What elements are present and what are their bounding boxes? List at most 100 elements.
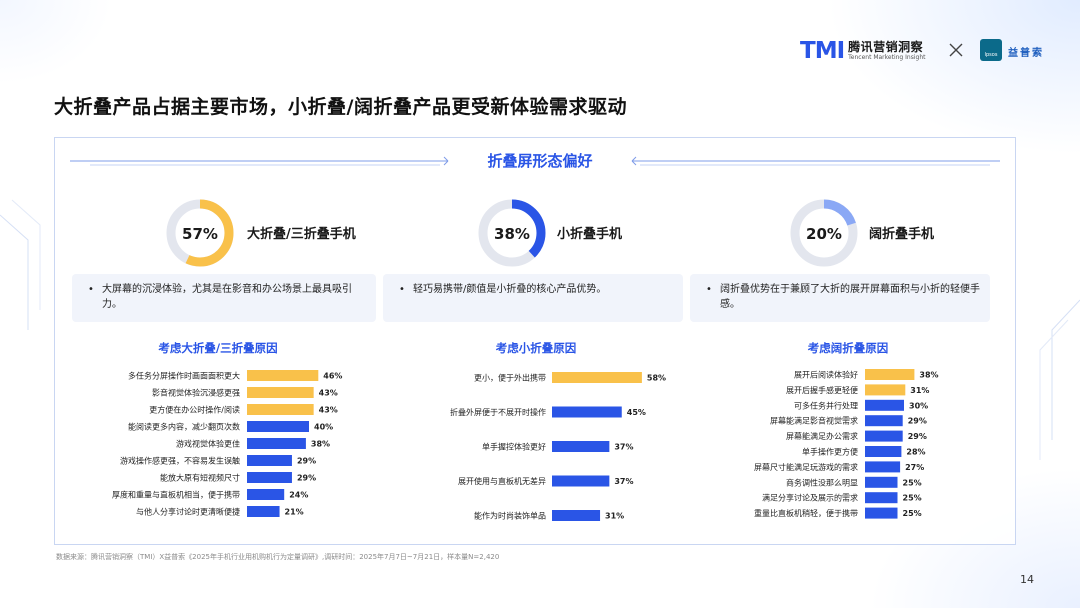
bar-category-label: 单手握控体验更好 xyxy=(482,442,546,452)
bar-category-label: 折叠外屏便于不展开时操作 xyxy=(450,407,546,417)
bar-value-label: 25% xyxy=(903,494,922,503)
source-note: 数据来源：腾讯营销洞察（TMI）X益普索《2025年手机行业用机购机行为定量调研… xyxy=(56,553,500,561)
bar xyxy=(247,506,280,517)
bar-value-label: 43% xyxy=(319,389,338,398)
bar-value-label: 28% xyxy=(906,448,925,457)
donut-large-fold xyxy=(166,199,234,267)
donut-large-fold-pct: 57% xyxy=(182,225,218,243)
bar xyxy=(865,399,904,411)
bar-category-label: 展开使用与直板机无差异 xyxy=(458,476,546,486)
ipsos-logo-text: Ipsos xyxy=(984,52,998,58)
reason-title-large-fold: 考虑大折叠/三折叠原因 xyxy=(158,341,278,355)
desc-small-fold-text: 轻巧易携带/颜值是小折叠的核心产品优势。 xyxy=(413,284,607,295)
donut-small-fold-pct: 38% xyxy=(494,225,530,243)
bar xyxy=(247,421,309,432)
bar xyxy=(865,446,902,457)
desc-small-fold: • 轻巧易携带/颜值是小折叠的核心产品优势。 xyxy=(383,274,683,322)
chart-large-fold-reasons: 多任务分屏操作时画面面积更大 46% 影音视觉体验沉浸感更强 43% 更方便在办公时操作… xyxy=(112,370,342,517)
reason-title-wide-fold: 考虑阔折叠原因 xyxy=(807,341,889,355)
bullet-icon: • xyxy=(706,284,712,295)
bar-value-label: 21% xyxy=(285,508,304,517)
bar-category-label: 影音视觉体验沉浸感更强 xyxy=(152,388,240,398)
bar-value-label: 46% xyxy=(323,372,342,381)
bar-value-label: 40% xyxy=(314,423,333,432)
bar-category-label: 屏幕能满足影音视觉需求 xyxy=(770,416,858,426)
desc-wide-fold: • 阔折叠优势在于兼顾了大折的展开屏幕面积与小折的轻便手感。 xyxy=(690,274,990,322)
tmi-logo-cn: 腾讯营销洞察 xyxy=(848,40,924,54)
donut-wide-fold-pct: 20% xyxy=(806,225,842,243)
bar-value-label: 30% xyxy=(909,401,928,410)
bullet-icon: • xyxy=(88,284,94,295)
chart-small-fold-reasons: 更小，便于外出携带 58% 折叠外屏便于不展开时操作 45% 单手握控体验更好 37% 展开… xyxy=(450,372,666,521)
bar-category-label: 重量比直板机稍轻，便于携带 xyxy=(754,508,858,518)
bar xyxy=(247,404,314,415)
bar-category-label: 单手操作更方便 xyxy=(802,447,858,457)
bar-category-label: 满足分享讨论及展示的需求 xyxy=(762,493,858,503)
bar xyxy=(865,507,898,519)
bar-category-label: 厚度和重量与直板机相当，便于携带 xyxy=(112,490,240,500)
bar-value-label: 25% xyxy=(903,509,922,518)
bar-value-label: 29% xyxy=(908,432,927,441)
desc-large-fold-text: 大屏幕的沉浸体验，尤其是在影音和办公场景上最具吸引力。 xyxy=(102,284,352,310)
bar-value-label: 24% xyxy=(289,491,308,500)
bar-category-label: 屏幕能满足办公需求 xyxy=(786,431,858,441)
bar-value-label: 37% xyxy=(614,477,633,486)
bar-value-label: 29% xyxy=(297,474,316,483)
bar xyxy=(552,510,601,521)
type-name-wide-fold: 阔折叠手机 xyxy=(869,227,935,242)
bar-value-label: 29% xyxy=(297,457,316,466)
bar-category-label: 能放大原有短视频尺寸 xyxy=(160,473,240,483)
chart-wide-fold-reasons: 展开后阅读体验好 38% 展开后握手感更轻便 31% 可多任务并行处理 30% 屏幕能满足影… xyxy=(754,369,939,519)
tmi-logo-en: Tencent Marketing Insight xyxy=(848,54,926,61)
partner-name: 益普索 xyxy=(1008,48,1044,59)
bar xyxy=(865,369,915,380)
tmi-logo: TMI 腾讯营销洞察 Tencent Marketing Insight xyxy=(800,38,925,64)
bar xyxy=(552,475,610,487)
cross-icon xyxy=(949,43,963,57)
type-name-large-fold: 大折叠/三折叠手机 xyxy=(247,227,356,242)
bar-category-label: 屏幕尺寸能满足玩游戏的需求 xyxy=(754,462,858,472)
bullet-icon: • xyxy=(399,284,405,295)
bar-value-label: 43% xyxy=(319,406,338,415)
bar-value-label: 29% xyxy=(908,417,927,426)
bar-category-label: 游戏视觉体验更佳 xyxy=(176,439,240,449)
bar-value-label: 38% xyxy=(311,440,330,449)
bar xyxy=(865,415,903,427)
bar-category-label: 游戏操作感更强，不容易发生误触 xyxy=(120,456,240,466)
desc-large-fold: • 大屏幕的沉浸体验，尤其是在影音和办公场景上最具吸引力。 xyxy=(72,274,376,322)
page-title: 大折叠产品占据主要市场，小折叠/阔折叠产品更受新体验需求驱动 xyxy=(54,96,627,118)
bar-category-label: 能阅读更多内容，减少翻页次数 xyxy=(128,422,240,432)
donut-wide-fold xyxy=(790,199,858,267)
page-number: 14 xyxy=(1020,573,1034,586)
bar xyxy=(247,387,314,398)
bar xyxy=(247,472,292,483)
bar-category-label: 多任务分屏操作时画面面积更大 xyxy=(128,371,240,381)
type-name-small-fold: 小折叠手机 xyxy=(557,227,623,242)
desc-wide-fold-text: 阔折叠优势在于兼顾了大折的展开屏幕面积与小折的轻便手感。 xyxy=(720,284,980,310)
bar xyxy=(247,489,285,500)
bar xyxy=(247,455,292,466)
bar-value-label: 27% xyxy=(905,463,924,472)
bar xyxy=(865,461,901,473)
bar xyxy=(865,384,906,396)
ipsos-logo: Ipsos xyxy=(980,39,1002,61)
tmi-logo-mark: TMI xyxy=(800,38,845,64)
bar-category-label: 可多任务并行处理 xyxy=(794,400,858,410)
bar-category-label: 展开后握手感更轻便 xyxy=(786,385,858,395)
bar xyxy=(247,370,319,381)
bar-category-label: 商务调性没那么明显 xyxy=(786,477,858,487)
bar-category-label: 与他人分享讨论时更清晰便捷 xyxy=(136,507,240,517)
bar-value-label: 37% xyxy=(614,443,633,452)
bar-value-label: 38% xyxy=(919,371,938,380)
reason-title-small-fold: 考虑小折叠原因 xyxy=(495,341,577,355)
bar xyxy=(865,492,898,504)
bar-value-label: 58% xyxy=(647,374,666,383)
bar-category-label: 能作为时尚装饰单品 xyxy=(474,511,546,521)
bar xyxy=(865,476,898,488)
bar-category-label: 更方便在办公时操作/阅读 xyxy=(149,405,240,415)
bar-value-label: 25% xyxy=(903,478,922,487)
bar xyxy=(247,438,306,449)
bar xyxy=(552,441,610,452)
bar-value-label: 45% xyxy=(627,408,646,417)
